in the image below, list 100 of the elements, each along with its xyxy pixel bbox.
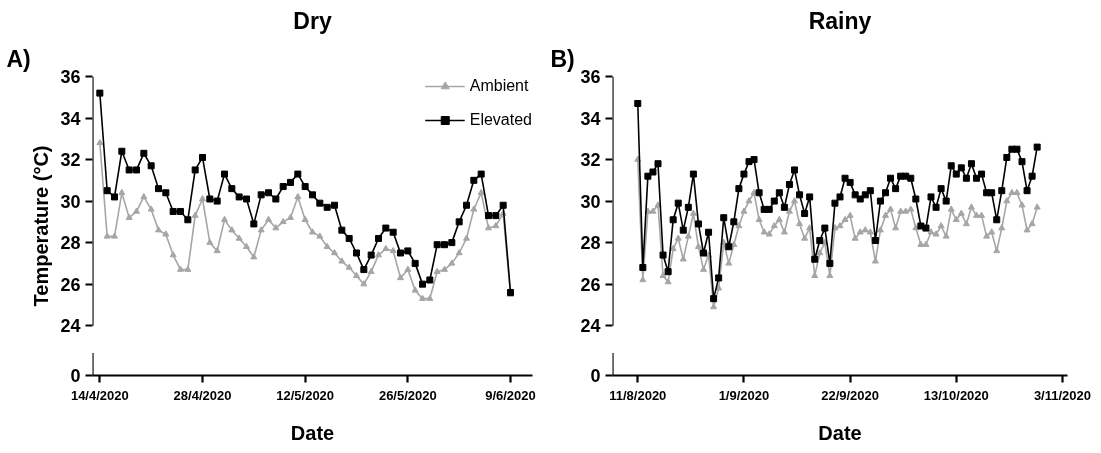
point — [191, 211, 199, 218]
point — [345, 263, 353, 270]
point — [184, 216, 192, 224]
point — [96, 89, 104, 97]
point — [323, 242, 331, 249]
point — [125, 166, 133, 174]
legend-label: Ambient — [469, 77, 529, 95]
point — [257, 226, 265, 233]
point — [492, 222, 500, 229]
chart-title: Dry — [293, 7, 332, 34]
x-tick-label: 13/10/2020 — [923, 387, 989, 403]
y-tick-label: 28 — [580, 233, 601, 254]
y-tick-label: 32 — [60, 150, 81, 171]
point — [404, 265, 412, 272]
point — [213, 246, 221, 254]
point — [360, 280, 368, 287]
x-tick-label: 26/5/2020 — [378, 387, 437, 403]
point — [133, 166, 140, 174]
x-tick-label: 3/11/2020 — [1033, 387, 1092, 403]
point — [477, 188, 485, 196]
point — [411, 259, 419, 267]
point — [118, 147, 126, 155]
point — [316, 232, 324, 239]
point — [382, 244, 390, 252]
x-axis-title: Date — [290, 421, 335, 444]
point — [133, 207, 140, 214]
point — [250, 220, 258, 228]
point — [404, 247, 412, 255]
text: A) — [6, 45, 31, 72]
x-tick-label: 28/4/2020 — [173, 387, 232, 403]
point — [235, 193, 243, 201]
text: B) — [550, 45, 575, 72]
y-tick-label: 34 — [580, 108, 601, 129]
point — [228, 226, 236, 233]
point — [397, 249, 404, 257]
x-tick-label: 12/5/2020 — [276, 387, 335, 403]
point — [331, 249, 338, 256]
point — [235, 234, 243, 241]
point — [323, 203, 331, 211]
point — [419, 294, 426, 301]
point — [338, 257, 346, 264]
x-tick-label: 1/9/2020 — [718, 387, 770, 403]
point — [272, 224, 280, 231]
point — [455, 249, 463, 256]
point — [199, 195, 206, 202]
y-tick-label: 26 — [60, 274, 81, 295]
point — [250, 253, 258, 260]
y-axis-title: Temperature (°C) — [30, 145, 53, 307]
point — [184, 265, 192, 272]
point — [463, 234, 470, 241]
point — [265, 215, 272, 222]
point — [155, 226, 162, 233]
point — [301, 215, 309, 222]
point — [228, 185, 236, 193]
point — [485, 224, 492, 231]
legend-label: Elevated — [469, 111, 532, 129]
point — [96, 138, 104, 146]
point — [441, 241, 448, 249]
point — [162, 230, 170, 237]
point — [221, 170, 228, 178]
point — [411, 286, 419, 293]
text: 0 — [590, 366, 601, 386]
point — [426, 294, 434, 301]
y-tick-label: 30 — [60, 191, 81, 212]
y-tick-label: 36 — [60, 67, 81, 87]
point — [257, 191, 265, 199]
y-tick-label: 24 — [60, 316, 81, 337]
point — [477, 170, 485, 178]
point — [463, 201, 470, 209]
point — [419, 280, 426, 288]
point — [111, 193, 118, 201]
x-tick-label: 9/6/2020 — [485, 387, 536, 403]
point — [287, 178, 294, 186]
x-axis-title: Date — [818, 421, 862, 444]
point — [331, 201, 338, 209]
point — [294, 170, 302, 178]
point — [206, 195, 214, 203]
point — [345, 234, 353, 242]
point — [353, 271, 360, 279]
chart-title: Rainy — [808, 7, 872, 34]
y-tick-label: 28 — [60, 233, 81, 254]
point — [243, 195, 250, 203]
point — [389, 246, 397, 254]
point — [169, 251, 177, 258]
y-tick-label: 34 — [60, 108, 81, 129]
point — [140, 149, 148, 157]
point — [279, 217, 287, 225]
point — [382, 224, 390, 232]
text: 0 — [70, 366, 81, 386]
point — [301, 183, 309, 191]
point — [140, 192, 148, 200]
point — [433, 267, 441, 274]
point — [111, 232, 118, 239]
point — [470, 205, 478, 212]
point — [448, 259, 456, 266]
point — [499, 201, 507, 209]
point — [162, 189, 170, 197]
point — [448, 239, 456, 247]
point — [294, 192, 302, 200]
point — [367, 267, 375, 274]
